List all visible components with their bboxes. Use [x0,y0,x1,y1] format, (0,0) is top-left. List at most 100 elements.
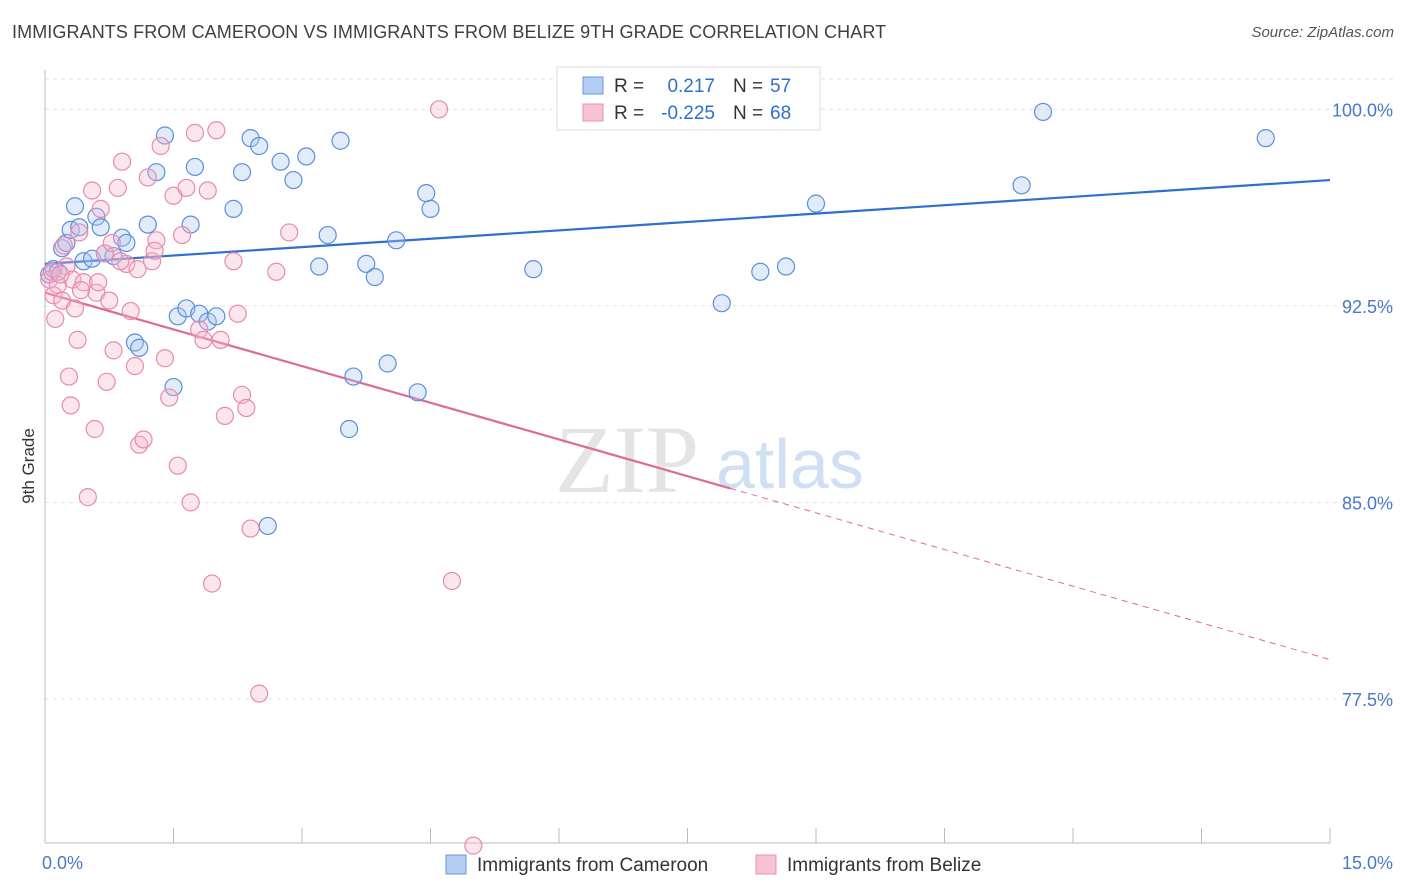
legend-r-value-2: -0.225 [661,103,715,124]
legend-n-value-1: 57 [770,76,791,97]
belize-point [97,372,116,391]
belize-point [155,349,175,368]
legend-n-value-2: 68 [770,103,791,124]
cameroon-point [751,262,770,281]
cameroon-point [138,215,157,234]
cameroon-point [357,254,376,274]
cameroon-point [417,184,436,203]
y-tick-label: 77.5% [1342,690,1393,710]
belize-point [83,181,102,200]
belize-point [145,241,164,260]
cameroon-point [1012,176,1031,195]
cameroon-point [250,136,269,156]
belize-point [228,304,247,323]
bottom-legend-swatch-cameroon [445,854,467,875]
belize-point [128,260,147,279]
belize-point [190,320,209,339]
belize-point [207,121,226,140]
y-axis-label: 9th Grade [19,428,38,504]
belize-point [464,836,483,855]
belize-point [112,152,132,171]
belize-point [172,225,192,245]
belize-point [71,281,91,300]
cameroon-point [1033,102,1053,122]
belize-point [59,367,79,386]
bottom-legend-label-belize: Immigrants from Belize [787,855,981,876]
bottom-legend-swatch-belize [755,854,777,875]
belize-point [104,341,123,360]
belize-point [125,356,145,376]
belize-point [429,100,449,119]
cameroon-point [70,218,89,237]
cameroon-point [340,419,359,439]
cameroon-point [806,194,826,213]
belize-point [181,493,200,512]
legend-box: R = 0.217 N = 57 R = -0.225 N = 68 [556,66,821,131]
cameroon-point [378,354,397,373]
x-tick-label-min: 0.0% [42,853,83,873]
y-tick-labels: 100.0% 92.5% 85.0% 77.5% [1332,100,1393,710]
cameroon-point [387,231,406,250]
belize-point [51,265,70,284]
y-tick-label: 92.5% [1342,297,1393,317]
belize-point [89,273,108,292]
cameroon-point [310,257,329,276]
belize-point [138,168,157,187]
belize-point [134,430,153,449]
cameroon-point [185,157,205,177]
belize-point [280,223,299,242]
belize-point [85,419,104,439]
cameroon-point [365,267,384,287]
cameroon-point [258,516,277,536]
belize-point [121,301,140,321]
x-tick-label-max: 15.0% [1342,853,1393,873]
belize-point [202,574,222,593]
belize-point [211,330,230,349]
cameroon-point [1256,129,1275,148]
data-points [40,100,1275,855]
chart-source: Source: ZipAtlas.com [1251,24,1394,41]
belize-point [65,299,85,318]
cameroon-point [421,199,440,218]
legend-n-label-1: N = [733,76,763,97]
legend-r-value-1: 0.217 [667,76,715,97]
belize-point [185,123,205,142]
belize-point [95,244,115,263]
cameroon-point [224,199,243,218]
cameroon-point [147,163,166,182]
belize-point [177,178,196,198]
cameroon-point [284,170,303,190]
cameroon-point [408,383,427,402]
belize-point [44,286,63,305]
trend-lines [44,178,1331,661]
cameroon-point [271,152,290,171]
belize-point [194,330,213,349]
bottom-legend: Immigrants from Cameroon Immigrants from… [445,854,981,876]
belize-point [224,252,243,271]
belize-point [61,396,80,415]
belize-point [168,456,187,475]
cameroon-point [331,131,350,150]
belize-point [102,233,121,253]
cameroon-point [524,260,543,279]
belize-point [78,488,97,507]
belize-point [100,291,119,310]
belize-trend-line [44,291,731,490]
belize-point [237,398,256,418]
belize-point [250,684,269,703]
belize-point [70,223,89,242]
cameroon-point [297,147,316,166]
legend-r-label-1: R = [614,76,644,97]
belize-point [111,252,130,271]
legend-r-label-2: R = [614,103,644,124]
axes [44,70,1331,844]
cameroon-point [164,377,183,397]
cameroon-point [65,197,85,216]
belize-point [142,252,162,271]
cameroon-point [318,225,337,245]
belize-point [215,406,234,425]
bottom-legend-label-cameroon: Immigrants from Cameroon [477,855,708,876]
legend-swatch-cameroon [582,76,604,95]
y-tick-label: 85.0% [1342,493,1393,513]
